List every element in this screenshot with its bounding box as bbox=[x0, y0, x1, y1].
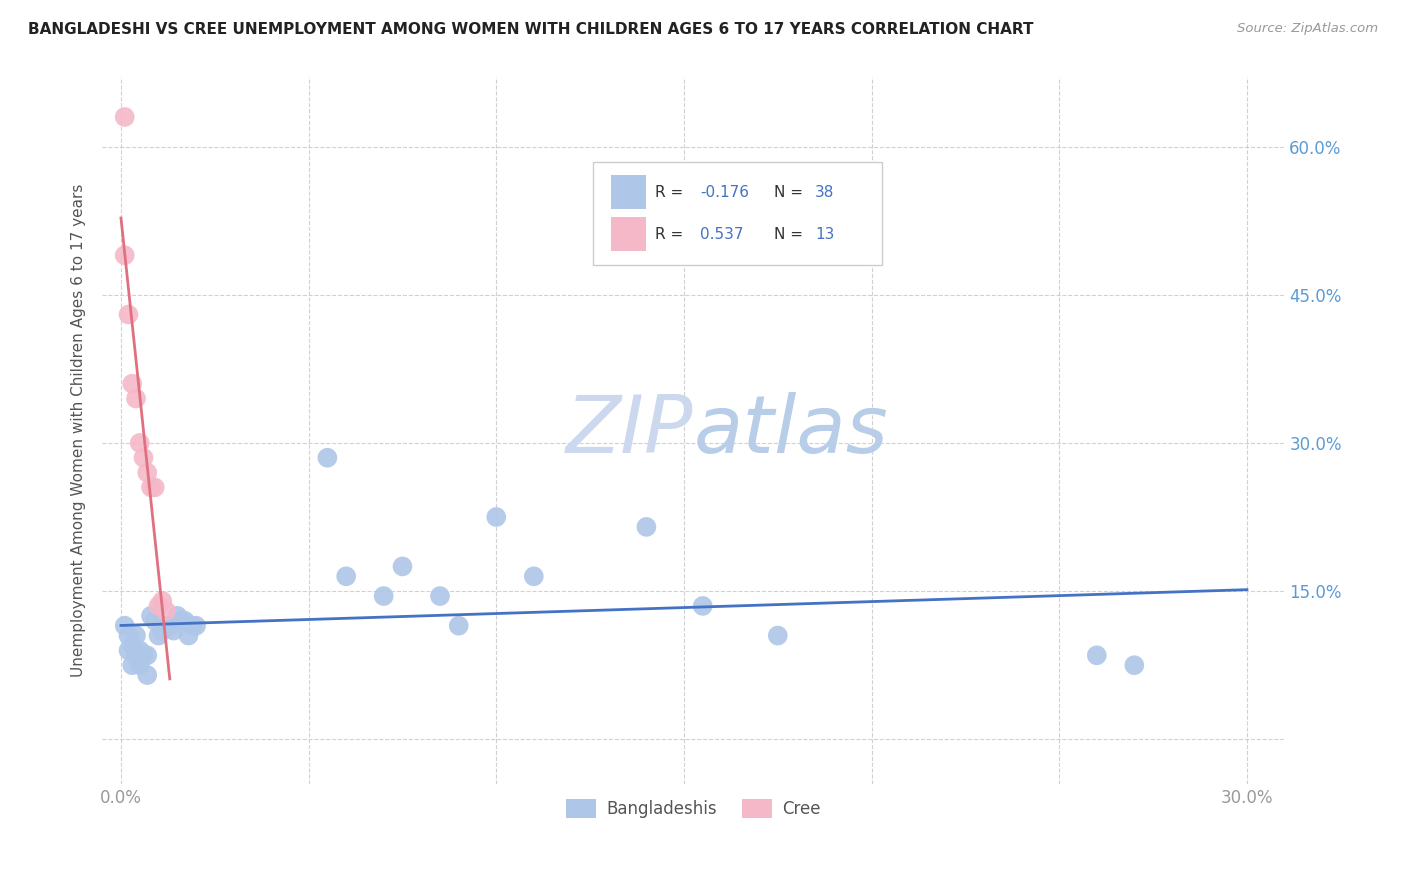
Point bbox=[139, 608, 162, 623]
Point bbox=[132, 450, 155, 465]
Point bbox=[128, 658, 150, 673]
Point bbox=[170, 614, 193, 628]
Point bbox=[114, 110, 136, 124]
Point bbox=[1085, 648, 1108, 663]
Point bbox=[117, 629, 139, 643]
Point bbox=[184, 618, 207, 632]
Point bbox=[125, 648, 148, 663]
Point bbox=[114, 248, 136, 262]
FancyBboxPatch shape bbox=[593, 162, 883, 265]
Point bbox=[150, 624, 173, 638]
Point bbox=[121, 639, 143, 653]
Text: N =: N = bbox=[773, 185, 807, 200]
Text: BANGLADESHI VS CREE UNEMPLOYMENT AMONG WOMEN WITH CHILDREN AGES 6 TO 17 YEARS CO: BANGLADESHI VS CREE UNEMPLOYMENT AMONG W… bbox=[28, 22, 1033, 37]
FancyBboxPatch shape bbox=[610, 218, 645, 252]
Point bbox=[132, 648, 155, 663]
Text: R =: R = bbox=[655, 185, 689, 200]
Point bbox=[114, 618, 136, 632]
Text: 38: 38 bbox=[815, 185, 835, 200]
Point bbox=[523, 569, 546, 583]
Point bbox=[373, 589, 395, 603]
Point bbox=[143, 614, 166, 628]
Point bbox=[766, 629, 789, 643]
Text: -0.176: -0.176 bbox=[700, 185, 749, 200]
Point bbox=[150, 594, 173, 608]
Text: atlas: atlas bbox=[693, 392, 889, 469]
Point bbox=[125, 392, 148, 406]
Point bbox=[139, 480, 162, 494]
Point bbox=[121, 658, 143, 673]
Text: N =: N = bbox=[773, 227, 807, 242]
Point bbox=[162, 624, 184, 638]
Point bbox=[143, 480, 166, 494]
Point bbox=[117, 643, 139, 657]
Point bbox=[447, 618, 470, 632]
Point bbox=[128, 643, 150, 657]
Point bbox=[181, 618, 204, 632]
Point bbox=[335, 569, 357, 583]
Point bbox=[136, 668, 159, 682]
Text: 13: 13 bbox=[815, 227, 835, 242]
Point bbox=[148, 599, 170, 613]
Point bbox=[177, 629, 200, 643]
Point bbox=[636, 520, 658, 534]
Point bbox=[429, 589, 451, 603]
Point bbox=[159, 618, 181, 632]
Point bbox=[316, 450, 339, 465]
Text: Source: ZipAtlas.com: Source: ZipAtlas.com bbox=[1237, 22, 1378, 36]
FancyBboxPatch shape bbox=[610, 176, 645, 210]
Point bbox=[692, 599, 714, 613]
Point bbox=[1123, 658, 1146, 673]
Point bbox=[155, 618, 177, 632]
Text: 0.537: 0.537 bbox=[700, 227, 744, 242]
Point bbox=[391, 559, 413, 574]
Point bbox=[148, 629, 170, 643]
Point bbox=[121, 376, 143, 391]
Point bbox=[125, 629, 148, 643]
Text: R =: R = bbox=[655, 227, 689, 242]
Point bbox=[128, 436, 150, 450]
Point bbox=[117, 308, 139, 322]
Point bbox=[136, 648, 159, 663]
Point bbox=[173, 614, 195, 628]
Y-axis label: Unemployment Among Women with Children Ages 6 to 17 years: Unemployment Among Women with Children A… bbox=[72, 184, 86, 677]
Point bbox=[136, 466, 159, 480]
Text: ZIP: ZIP bbox=[567, 392, 693, 469]
Point bbox=[166, 608, 188, 623]
Point bbox=[155, 604, 177, 618]
Legend: Bangladeshis, Cree: Bangladeshis, Cree bbox=[560, 792, 827, 825]
Point bbox=[485, 510, 508, 524]
